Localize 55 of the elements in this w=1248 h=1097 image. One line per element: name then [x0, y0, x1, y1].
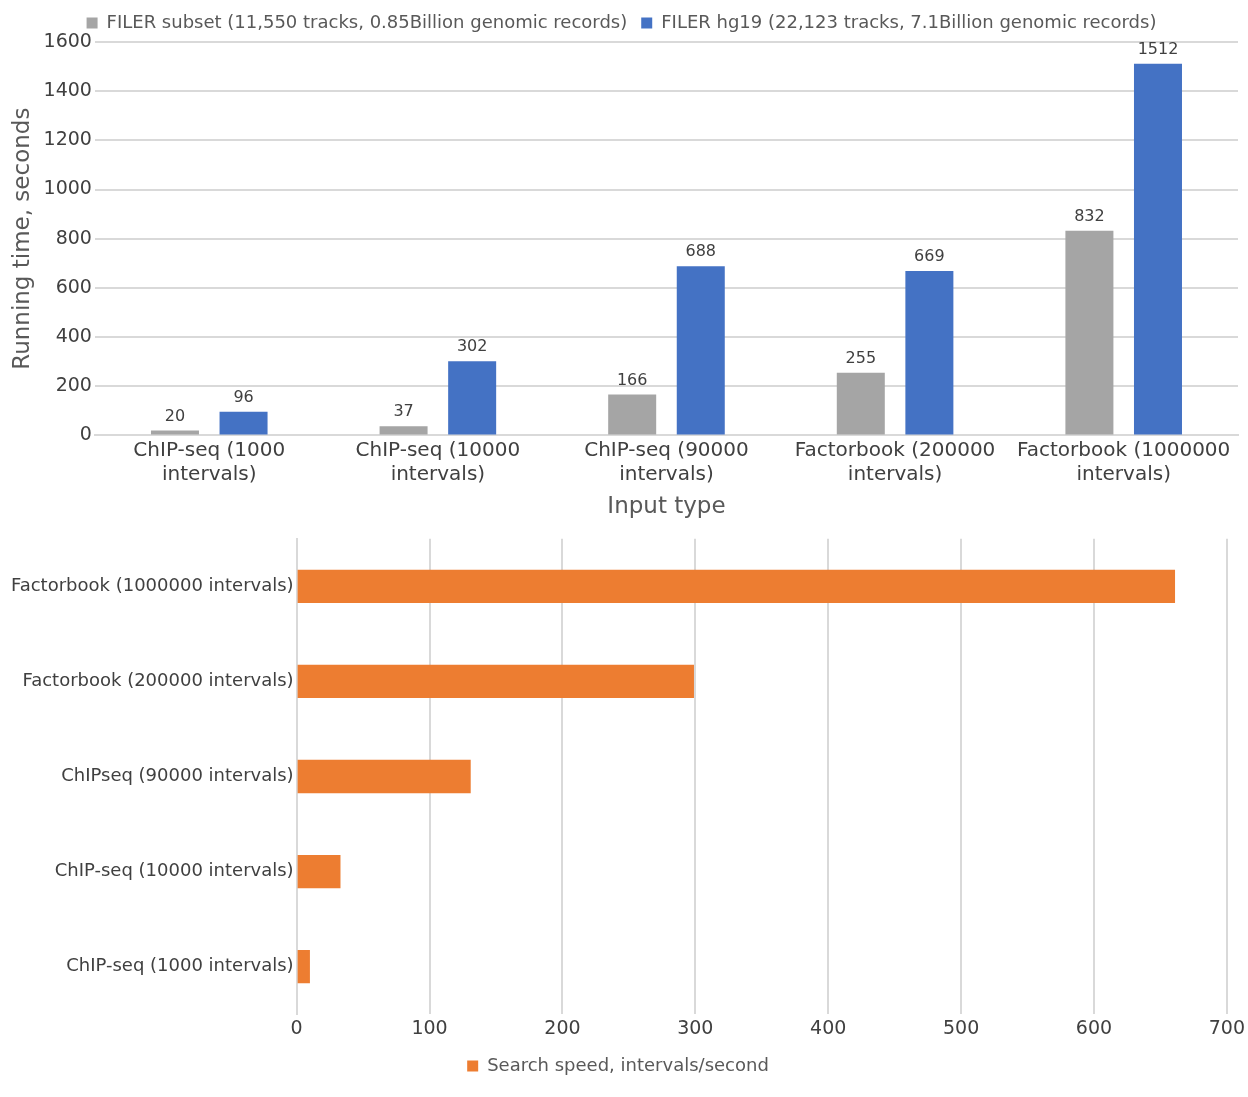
data-label: 669: [914, 246, 945, 266]
data-label: 255: [845, 347, 877, 367]
y-tick-label: Factorbook (1000000 intervals): [10, 574, 294, 596]
y-tick-label: 1600: [43, 28, 92, 51]
y-tick-label: ChIPseq (90000 intervals): [61, 764, 294, 786]
bar: [1065, 230, 1114, 435]
x-axis-title: Input type: [607, 492, 726, 519]
x-tick-label: 100: [411, 1015, 448, 1038]
bar: [905, 270, 954, 435]
data-label: 1512: [1137, 38, 1179, 58]
bar: [448, 361, 497, 435]
x-tick-label: Factorbook (200000 intervals): [794, 436, 996, 485]
x-tick-label: ChIP-seq (10000 intervals): [355, 436, 521, 485]
data-label: 20: [164, 405, 186, 425]
x-tick-label: 300: [677, 1015, 714, 1038]
x-tick-label: ChIP-seq (90000 intervals): [584, 436, 749, 485]
x-tick-label: 700: [1208, 1015, 1245, 1038]
bar: [150, 430, 199, 435]
y-tick-label: 1200: [43, 127, 92, 150]
bar: [608, 394, 657, 435]
x-tick-label: 500: [942, 1015, 980, 1038]
y-tick-label: 600: [55, 274, 92, 297]
data-label: 302: [456, 336, 488, 356]
data-label: 832: [1074, 205, 1105, 225]
legend-label: Search speed, intervals/second: [487, 1053, 769, 1075]
y-tick-label: 200: [55, 373, 92, 396]
bar: [219, 411, 268, 435]
data-label: 96: [233, 386, 254, 406]
y-tick-label: 400: [55, 323, 92, 346]
y-tick-label: Factorbook (200000 intervals): [22, 669, 294, 691]
data-label: 688: [685, 241, 717, 261]
legend-label: FILER hg19 (22,123 tracks, 7.1Billion genomic records): [661, 10, 1157, 32]
bar: [676, 266, 725, 435]
bar: [297, 569, 1176, 603]
y-tick-label: 0: [79, 422, 92, 445]
bar: [379, 426, 428, 435]
legend-label: FILER subset (11,550 tracks, 0.85Billion genomic records): [106, 10, 628, 32]
y-tick-label: 1400: [43, 78, 92, 101]
y-tick-label: 1000: [43, 176, 92, 199]
bar: [297, 759, 471, 794]
x-tick-label: 600: [1075, 1015, 1113, 1038]
bar: [297, 950, 310, 984]
bar: [836, 372, 885, 435]
y-tick-label: ChIP-seq (1000 intervals): [66, 954, 294, 976]
y-tick-label: 800: [55, 225, 92, 248]
y-axis-title: Running time, seconds: [7, 107, 34, 370]
data-label: 37: [393, 401, 414, 421]
y-tick-label: ChIP-seq (10000 intervals): [54, 859, 294, 881]
bar: [1133, 63, 1182, 435]
bar: [297, 664, 694, 699]
x-tick-label: 400: [810, 1015, 847, 1038]
x-tick-label: Factorbook (1000000 intervals): [1017, 436, 1231, 485]
bar: [297, 854, 341, 889]
data-label: 166: [616, 369, 648, 389]
x-tick-label: 200: [544, 1015, 581, 1038]
